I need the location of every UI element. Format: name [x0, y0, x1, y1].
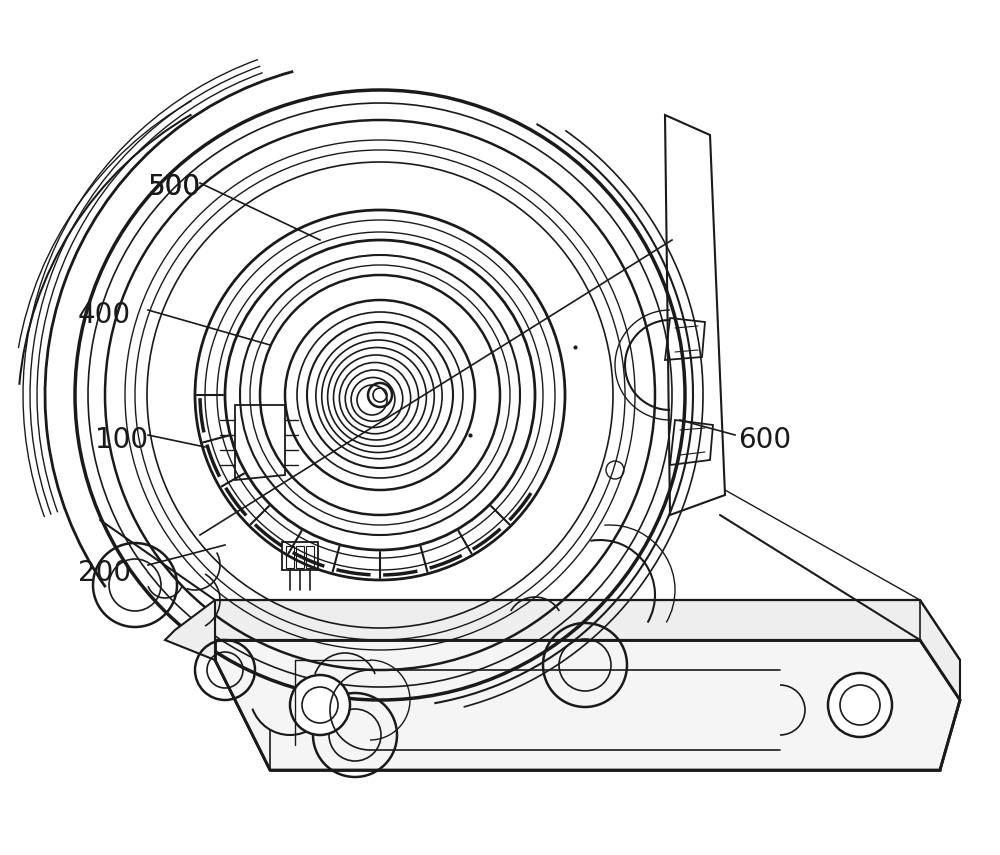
Circle shape	[290, 675, 350, 735]
Text: 100: 100	[95, 426, 148, 454]
Polygon shape	[215, 640, 960, 770]
Text: 600: 600	[738, 426, 791, 454]
Polygon shape	[165, 600, 215, 660]
Text: 500: 500	[148, 173, 201, 201]
Circle shape	[828, 673, 892, 737]
Text: 200: 200	[78, 559, 131, 587]
Text: 400: 400	[78, 301, 131, 329]
Text: 500: 500	[148, 173, 201, 201]
Polygon shape	[215, 600, 960, 700]
